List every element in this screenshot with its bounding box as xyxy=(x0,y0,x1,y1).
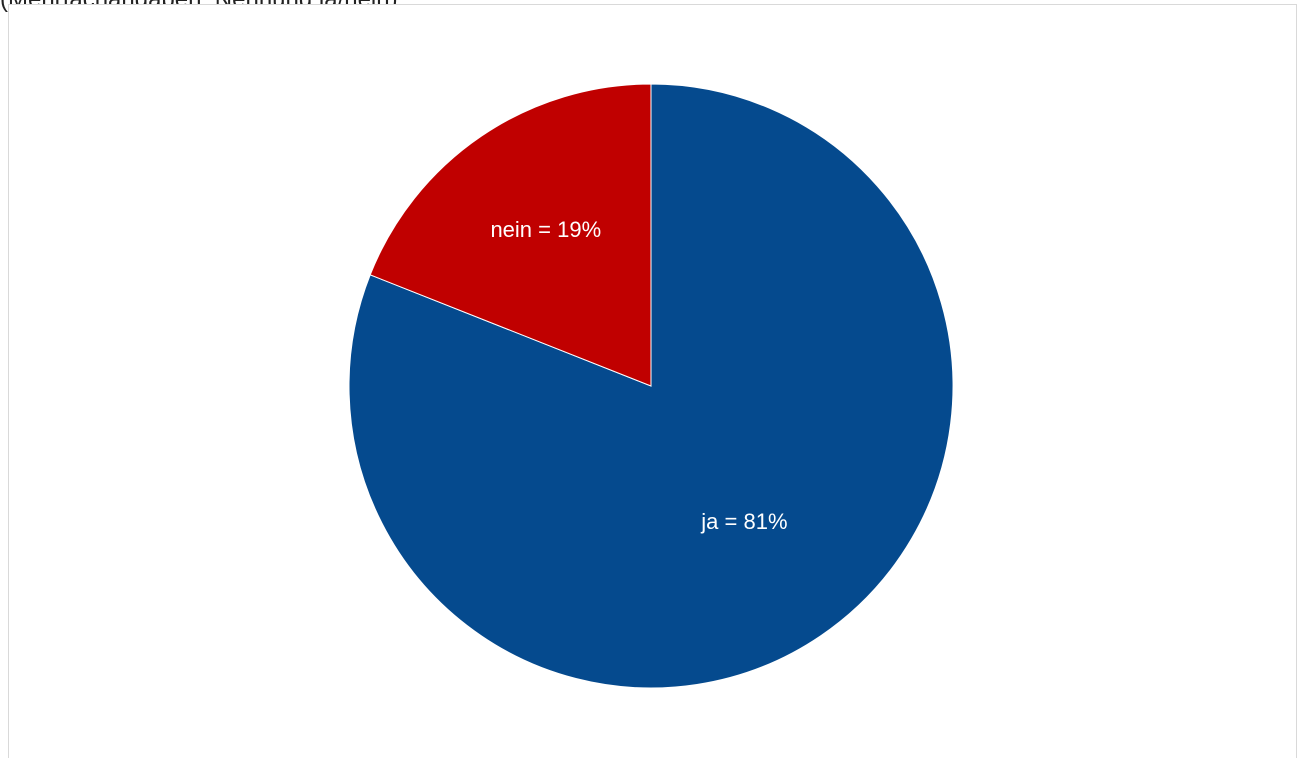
pie-label-ja: ja = 81% xyxy=(700,509,787,534)
pie-slice-nein xyxy=(369,83,652,387)
pie-label-nein: nein = 19% xyxy=(490,217,601,242)
pie-slices xyxy=(348,83,954,689)
pie-labels: ja = 81% nein = 19% xyxy=(490,217,787,534)
